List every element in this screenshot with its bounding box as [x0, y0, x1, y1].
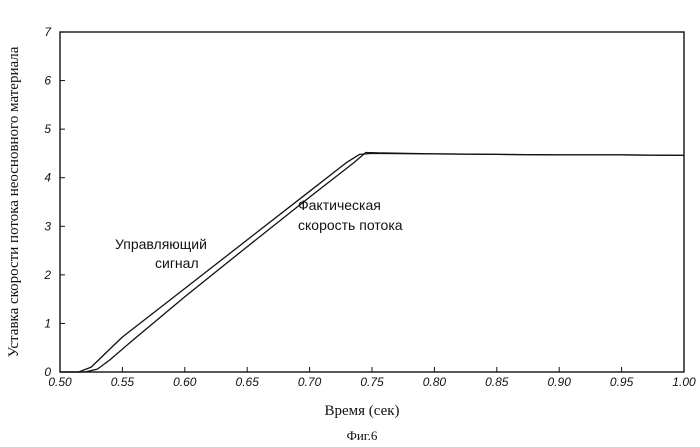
- y-tick-label: 6: [44, 74, 51, 88]
- x-tick-label: 0.80: [423, 375, 447, 389]
- x-tick-label: 1.00: [672, 375, 696, 389]
- y-tick-label: 4: [44, 171, 51, 185]
- x-tick-label: 0.85: [485, 375, 509, 389]
- y-tick-label: 5: [44, 122, 51, 136]
- y-tick-label: 0: [44, 365, 51, 379]
- actual-flow-line: [60, 153, 684, 373]
- control-signal-label-line1: Управляющий: [115, 236, 207, 252]
- control-signal-line: [60, 153, 684, 372]
- x-tick-label: 0.60: [173, 375, 197, 389]
- x-tick-label: 0.90: [548, 375, 572, 389]
- y-tick-label: 2: [43, 268, 51, 282]
- series-layer: [60, 153, 684, 373]
- x-axis-label: Время (сек): [324, 403, 399, 419]
- y-tick-label: 1: [44, 316, 51, 330]
- x-tick-label: 0.65: [236, 375, 260, 389]
- x-tick-label: 0.95: [610, 375, 634, 389]
- figure-caption: Фиг.6: [347, 428, 378, 443]
- x-tick-label: 0.70: [298, 375, 322, 389]
- x-tick-label: 0.55: [111, 375, 135, 389]
- y-tick-label: 7: [44, 25, 52, 39]
- x-tick-label: 0.50: [48, 375, 72, 389]
- control-signal-label-line2: сигнал: [155, 255, 199, 271]
- y-tick-label: 3: [44, 219, 51, 233]
- actual-flow-label-line2: скорость потока: [298, 217, 403, 233]
- y-axis-label: Уставка скорости потока неосновного мате…: [6, 46, 22, 357]
- x-tick-label: 0.75: [360, 375, 384, 389]
- actual-flow-label-line1: Фактическая: [298, 197, 381, 213]
